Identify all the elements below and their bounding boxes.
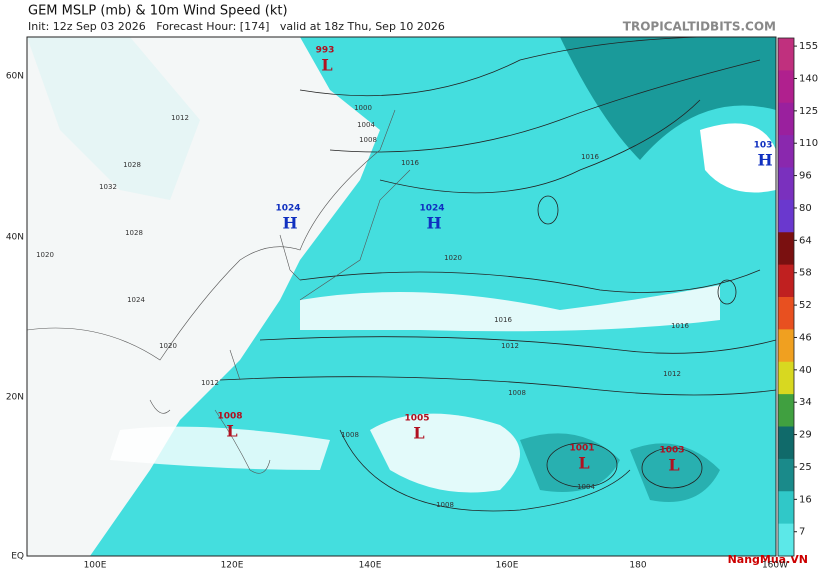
lat-label: EQ xyxy=(11,552,24,562)
center-letter: H xyxy=(757,151,772,170)
lat-label: 20N xyxy=(6,393,24,403)
isobar-label: 1016 xyxy=(671,322,689,330)
coastlines xyxy=(26,109,411,474)
center-letter: L xyxy=(226,422,237,441)
colorbar-swatch xyxy=(778,167,794,201)
isobar-label: 1020 xyxy=(444,254,462,262)
land-shade xyxy=(27,37,200,200)
isobar-label: 1016 xyxy=(401,159,419,167)
colorbar-label: 34 xyxy=(799,397,812,408)
calm-area xyxy=(110,426,330,470)
isobar-label: 1012 xyxy=(663,370,681,378)
center-pressure: 1024 xyxy=(275,204,300,214)
colorbar-label: 110 xyxy=(799,138,818,149)
colorbar-swatch xyxy=(778,232,794,266)
colorbar-label: 16 xyxy=(799,494,812,505)
isobar-label: 1028 xyxy=(125,229,143,237)
isobar-label: 1032 xyxy=(99,183,117,191)
colorbar-label: 125 xyxy=(799,106,818,117)
strong-wind xyxy=(560,37,776,160)
colorbar-label: 46 xyxy=(799,332,812,343)
colorbar-label: 80 xyxy=(799,203,812,214)
isobar-label: 1008 xyxy=(508,389,526,397)
colorbar-swatch xyxy=(778,361,794,395)
isobar-label: 1020 xyxy=(36,251,54,259)
lon-label: 140E xyxy=(359,561,382,571)
lon-label: 120E xyxy=(221,561,244,571)
colorbar-label: 25 xyxy=(799,462,812,473)
colorbar-swatch xyxy=(778,38,794,71)
colorbar-swatch xyxy=(778,264,794,298)
colorbar-label: 7 xyxy=(799,527,805,538)
isobar-label: 1012 xyxy=(171,114,189,122)
colorbar-label: 96 xyxy=(799,171,812,182)
center-pressure: 1008 xyxy=(217,412,242,422)
title: GEM MSLP (mb) & 10m Wind Speed (kt) xyxy=(28,4,288,19)
isobar-label: 1016 xyxy=(581,153,599,161)
isobar-label: 1016 xyxy=(494,316,512,324)
strong-wind xyxy=(520,433,720,502)
colorbar-swatch xyxy=(778,135,794,168)
isobar-label: 1004 xyxy=(357,121,375,129)
center-letter: L xyxy=(578,454,589,473)
colorbar-swatch xyxy=(778,329,794,363)
isobar-label: 1008 xyxy=(436,501,454,509)
center-pressure: 1001 xyxy=(569,444,594,454)
lon-label: 100E xyxy=(84,561,107,571)
isobar-label: 1012 xyxy=(201,379,219,387)
colorbar-label: 58 xyxy=(799,268,812,279)
colorbar-swatch xyxy=(778,199,794,233)
center-letter: H xyxy=(426,214,441,233)
isobar-label: 1012 xyxy=(501,342,519,350)
subtitle: Init: 12z Sep 03 2026 Forecast Hour: [17… xyxy=(28,20,445,33)
colorbar-label: 155 xyxy=(799,41,818,52)
isobar-label: 1028 xyxy=(123,161,141,169)
colorbar-label: 40 xyxy=(799,365,812,376)
colorbar-frame xyxy=(777,37,795,557)
isobars xyxy=(219,36,777,512)
center-letter: L xyxy=(321,56,332,75)
colorbar-label: 29 xyxy=(799,430,812,441)
isobar-label: 1000 xyxy=(354,104,372,112)
lat-label: 60N xyxy=(6,72,24,82)
calm-band xyxy=(300,285,720,332)
colorbar-swatch xyxy=(778,70,794,104)
center-pressure: 1005 xyxy=(404,414,429,424)
center-pressure: 103 xyxy=(754,141,773,151)
center-letter: H xyxy=(282,214,297,233)
isobar-label: 1004 xyxy=(577,483,595,491)
map-frame xyxy=(26,36,777,557)
isobar-label: 1008 xyxy=(341,431,359,439)
isobar-label: 1020 xyxy=(159,342,177,350)
calm-area xyxy=(700,123,776,193)
colorbar-label: 64 xyxy=(799,235,812,246)
lon-label: 160E xyxy=(496,561,519,571)
site-name: TROPICALTIDBITS.COM xyxy=(623,20,776,34)
center-pressure: 993 xyxy=(316,46,335,56)
calm-area xyxy=(370,413,520,493)
center-letter: L xyxy=(668,456,679,475)
center-pressure: 1003 xyxy=(659,446,684,456)
colorbar-swatch xyxy=(778,297,794,330)
isobar-label: 1024 xyxy=(127,296,145,304)
center-letter: L xyxy=(413,424,424,443)
isobar-label: 1008 xyxy=(359,136,377,144)
colorbar-swatch xyxy=(778,458,794,492)
lat-label: 40N xyxy=(6,233,24,243)
lon-label: 180 xyxy=(629,561,646,571)
center-pressure: 1024 xyxy=(419,204,444,214)
colorbar-swatch xyxy=(778,394,794,427)
colorbar-label: 140 xyxy=(799,73,818,84)
colorbar-swatch xyxy=(778,523,794,557)
colorbar-swatch xyxy=(778,426,794,460)
colorbar-swatch xyxy=(778,102,794,136)
lon-label: 160W xyxy=(762,561,788,571)
colorbar-label: 52 xyxy=(799,300,812,311)
colorbar-swatch xyxy=(778,491,794,525)
